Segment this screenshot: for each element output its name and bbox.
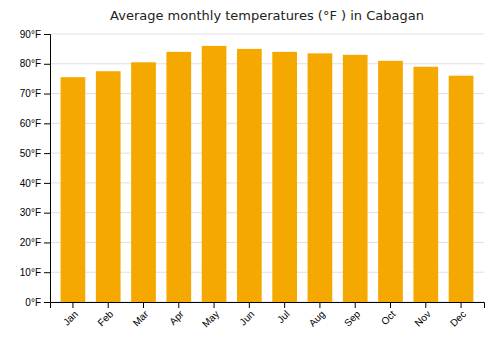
tick-mark (44, 153, 50, 154)
tick-label: 60°F (20, 118, 41, 129)
tick: Jun (237, 302, 256, 328)
tick-mark (44, 302, 50, 303)
tick-mark (44, 242, 50, 243)
axis-line (51, 303, 485, 309)
tick: Apr (167, 302, 186, 327)
tick-label: Jan (61, 308, 80, 327)
bar (131, 62, 156, 302)
tick-label: Aug (307, 308, 327, 328)
bar (166, 52, 191, 302)
tick-mark (108, 302, 109, 308)
tick: 10°F (20, 267, 50, 278)
tick: Nov (412, 302, 432, 329)
tick-label: 80°F (20, 58, 41, 69)
bar (202, 46, 227, 302)
tick: 60°F (20, 118, 50, 129)
tick-label: May (200, 308, 221, 329)
tick: Jul (275, 302, 292, 325)
tick-label: Mar (131, 308, 151, 328)
tick: Feb (95, 302, 115, 328)
tick: 50°F (20, 148, 50, 159)
tick-mark (249, 302, 250, 308)
tick-label: 10°F (20, 267, 41, 278)
tick-label: Nov (412, 308, 432, 328)
tick-mark (214, 302, 215, 308)
grid-line (50, 34, 484, 35)
tick-label: Feb (95, 308, 115, 328)
tick: 20°F (20, 237, 50, 248)
tick: Jan (61, 302, 80, 328)
tick-label: 90°F (20, 29, 41, 40)
tick: Dec (448, 302, 468, 329)
tick-mark (178, 302, 179, 308)
tick: Aug (307, 302, 327, 329)
tick-label: Oct (379, 308, 398, 327)
tick-mark (461, 302, 462, 308)
bar (308, 53, 333, 302)
tick-label: Jul (275, 308, 292, 325)
grid-line (50, 63, 484, 64)
bar (413, 67, 438, 302)
tick: Mar (131, 302, 151, 328)
tick-label: Apr (167, 308, 186, 327)
tick-mark (284, 302, 285, 308)
tick: 80°F (20, 58, 50, 69)
tick-label: 50°F (20, 148, 41, 159)
tick: 30°F (20, 207, 50, 218)
tick-mark (44, 272, 50, 273)
tick-mark (72, 302, 73, 308)
bar (237, 49, 262, 302)
plot-area: 0°F 10°F 20°F 30°F 40°F 50°F 60°F 70°F 80°F 90°F J… (20, 29, 485, 330)
chart: 0°F 10°F 20°F 30°F 40°F 50°F 60°F 70°F 80°F 90°F J… (0, 0, 500, 350)
tick: Oct (379, 302, 398, 327)
tick-label: Sep (342, 308, 363, 329)
tick-mark (44, 94, 50, 95)
bar (61, 77, 86, 302)
tick-label: Jun (237, 308, 256, 327)
tick-label: 30°F (20, 207, 41, 218)
tick-label: 40°F (20, 178, 41, 189)
bars (61, 46, 474, 302)
tick: May (200, 302, 221, 330)
y-axis: 0°F 10°F 20°F 30°F 40°F 50°F 60°F 70°F 80°F 90°F (20, 29, 51, 308)
tick: 0°F (25, 297, 50, 308)
tick-mark (355, 302, 356, 308)
axis-line (44, 35, 51, 303)
tick-mark (390, 302, 391, 308)
tick-mark (319, 302, 320, 308)
tick-mark (44, 34, 50, 35)
tick: 90°F (20, 29, 50, 40)
tick-label: 20°F (20, 237, 41, 248)
tick-label: 0°F (25, 297, 41, 308)
tick-mark (44, 64, 50, 65)
tick-mark (425, 302, 426, 308)
grid (50, 34, 484, 302)
x-axis: Jan Feb Mar Apr May Jun Jul Aug Sep Oct Nov Dec (51, 302, 485, 330)
bar (272, 52, 297, 302)
tick-mark (44, 123, 50, 124)
bar (96, 71, 121, 302)
tick-label: 70°F (20, 88, 41, 99)
tick-mark (44, 183, 50, 184)
tick: 40°F (20, 178, 50, 189)
tick: Sep (342, 302, 363, 329)
tick-label: Dec (448, 308, 468, 328)
tick-mark (44, 213, 50, 214)
bar (378, 61, 403, 302)
title: Average monthly temperatures (°F ) in Ca… (110, 8, 424, 23)
tick-mark (143, 302, 144, 308)
bar (343, 55, 368, 302)
bar (449, 76, 474, 302)
tick: 70°F (20, 88, 50, 99)
